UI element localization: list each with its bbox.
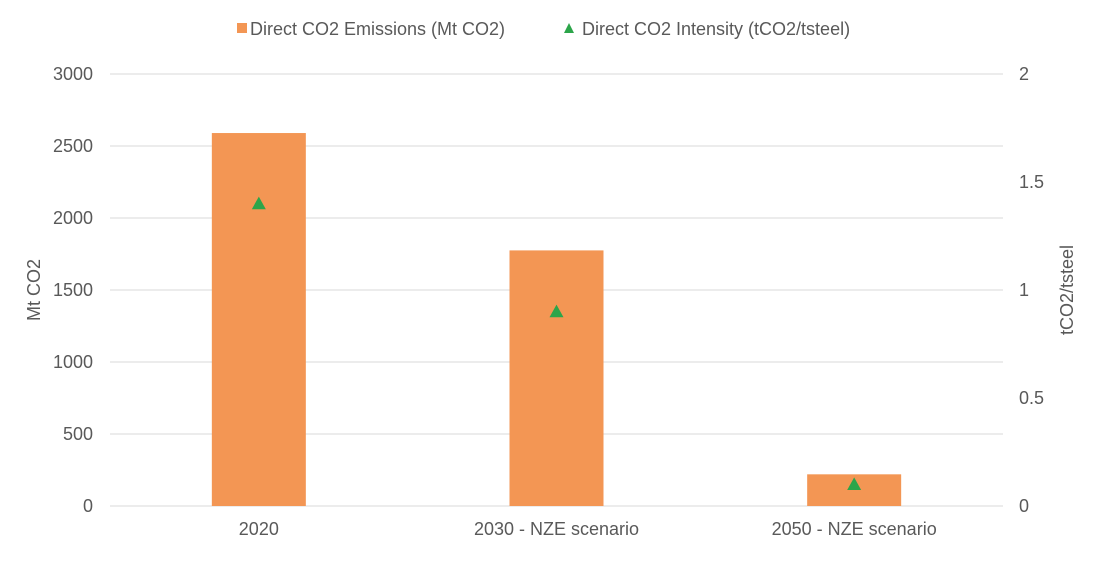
right-tick-label: 0 [1019,496,1029,516]
legend-label-intensity: Direct CO2 Intensity (tCO2/tsteel) [582,19,850,39]
marker-intensity [549,304,564,318]
legend-swatch-intensity [564,23,574,33]
left-axis-ticks: 0 500 1000 1500 2000 2500 3000 [53,64,93,516]
right-tick-label: 2 [1019,64,1029,84]
marker-series [251,196,862,490]
marker-intensity [847,477,862,490]
left-tick-label: 0 [83,496,93,516]
right-axis-ticks: 0 0.5 1 1.5 2 [1019,64,1044,516]
bar-emissions [211,133,306,507]
category-label: 2020 [239,519,279,539]
right-axis-title: tCO2/tsteel [1057,245,1077,335]
legend-label-emissions: Direct CO2 Emissions (Mt CO2) [250,19,505,39]
left-tick-label: 3000 [53,64,93,84]
category-label: 2050 - NZE scenario [772,519,937,539]
left-tick-label: 1500 [53,280,93,300]
legend-swatch-emissions [237,23,247,33]
right-tick-label: 0.5 [1019,388,1044,408]
left-axis-title: Mt CO2 [24,259,44,321]
category-label: 2030 - NZE scenario [474,519,639,539]
bar-series [211,133,902,507]
left-tick-label: 1000 [53,352,93,372]
marker-intensity [251,196,266,210]
category-axis-ticks: 2020 2030 - NZE scenario 2050 - NZE scenar… [239,519,937,539]
left-tick-label: 500 [63,424,93,444]
left-tick-label: 2000 [53,208,93,228]
left-tick-label: 2500 [53,136,93,156]
bar-emissions [509,250,604,506]
right-tick-label: 1 [1019,280,1029,300]
legend: Direct CO2 Emissions (Mt CO2) Direct CO2… [237,19,850,39]
right-tick-label: 1.5 [1019,172,1044,192]
